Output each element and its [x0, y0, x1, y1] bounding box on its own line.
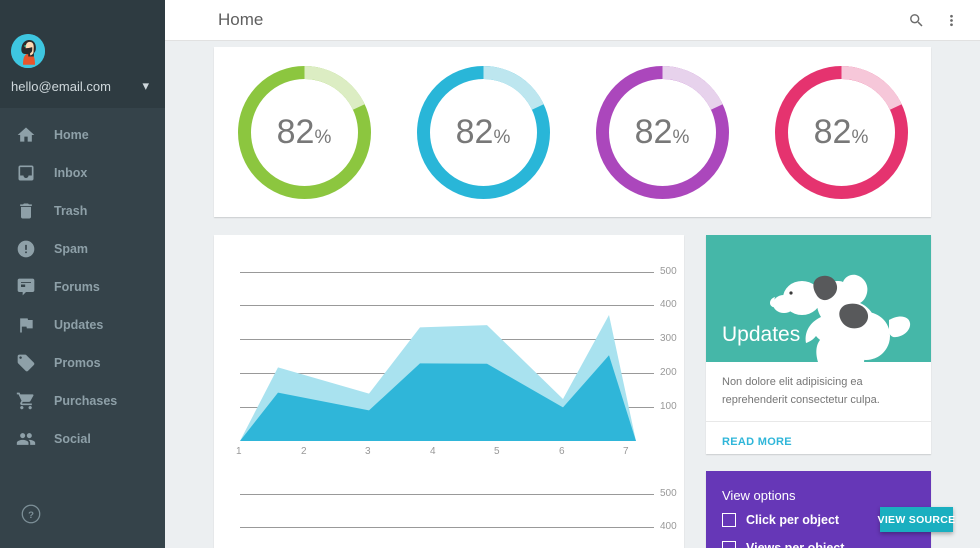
svg-text:?: ?	[28, 510, 34, 521]
